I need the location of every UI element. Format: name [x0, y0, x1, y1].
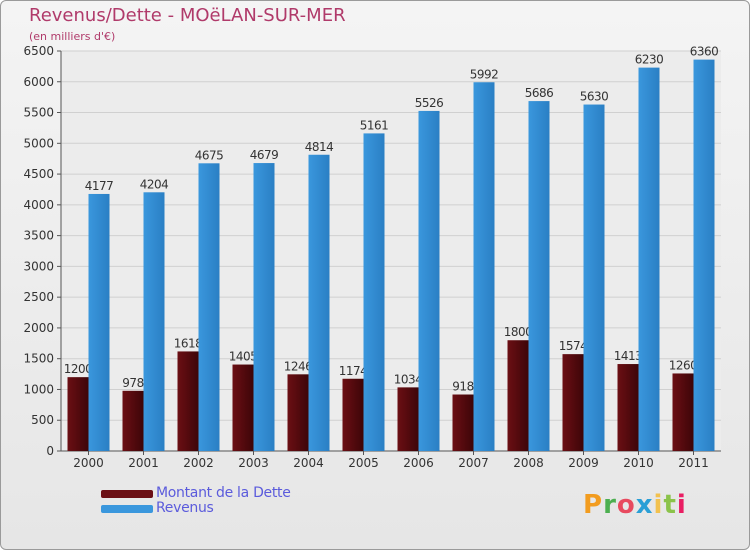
y-tick-label: 6000: [23, 75, 54, 89]
logo-letter: t: [663, 490, 677, 520]
bar-revenus: [418, 110, 440, 451]
legend-label-revenus: Revenus: [156, 500, 214, 516]
bar-revenus: [198, 163, 220, 452]
data-label-revenus: 6360: [690, 45, 719, 59]
data-label-dette: 1800: [504, 325, 533, 339]
data-label-dette: 1034: [394, 372, 423, 386]
x-tick-label: 2006: [403, 456, 434, 470]
chart-title: Revenus/Dette - MOëLAN-SUR-MER: [29, 5, 346, 26]
data-label-dette: 1618: [174, 336, 203, 350]
bar-dette: [67, 377, 89, 451]
data-label-revenus: 4814: [305, 140, 334, 154]
legend-swatch-dette: [101, 490, 153, 498]
logo-letter: o: [616, 490, 636, 520]
y-tick-label: 4000: [23, 198, 54, 212]
y-tick-label: 1500: [23, 352, 54, 366]
x-tick-label: 2007: [458, 456, 489, 470]
data-label-dette: 1200: [64, 362, 93, 376]
bar-dette: [177, 351, 199, 451]
y-tick-label: 4500: [23, 167, 54, 181]
x-tick-label: 2003: [238, 456, 269, 470]
y-tick-label: 500: [31, 413, 54, 427]
logo-letter: i: [676, 490, 687, 520]
data-label-revenus: 5630: [580, 90, 609, 104]
x-tick-label: 2000: [73, 456, 104, 470]
y-tick-label: 5500: [23, 106, 54, 120]
y-tick-label: 3000: [23, 259, 54, 273]
data-label-revenus: 5992: [470, 67, 499, 81]
data-label-dette: 918: [452, 380, 473, 394]
logo-letter: i: [653, 490, 664, 520]
data-label-revenus: 4204: [140, 177, 169, 191]
data-label-revenus: 4675: [195, 148, 224, 162]
legend-swatch-revenus: [101, 505, 153, 513]
x-tick-label: 2009: [568, 456, 599, 470]
bar-dette: [617, 364, 639, 451]
chart-subtitle: (en milliers d'€): [29, 30, 116, 43]
x-tick-label: 2001: [128, 456, 159, 470]
bar-dette: [507, 340, 529, 451]
data-label-dette: 1246: [284, 359, 313, 373]
data-label-revenus: 4177: [85, 179, 114, 193]
data-label-revenus: 5686: [525, 86, 554, 100]
y-tick-label: 0: [46, 444, 54, 458]
bar-dette: [122, 390, 144, 451]
data-label-dette: 978: [122, 376, 143, 390]
data-label-dette: 1413: [614, 349, 643, 363]
bar-revenus: [693, 59, 715, 451]
bar-revenus: [638, 67, 660, 451]
x-tick-label: 2010: [623, 456, 654, 470]
logo-letter: x: [635, 490, 654, 520]
y-tick-label: 5000: [23, 136, 54, 150]
bar-dette: [342, 378, 364, 451]
bar-revenus: [363, 133, 385, 451]
bar-dette: [397, 387, 419, 451]
data-label-revenus: 5526: [415, 96, 444, 110]
bar-revenus: [308, 154, 330, 451]
x-tick-label: 2011: [678, 456, 709, 470]
y-tick-label: 6500: [23, 44, 54, 58]
data-label-dette: 1260: [669, 358, 698, 372]
bar-revenus: [88, 193, 110, 451]
bar-dette: [452, 394, 474, 451]
x-tick-label: 2008: [513, 456, 544, 470]
x-tick-label: 2004: [293, 456, 324, 470]
data-label-revenus: 4679: [250, 148, 279, 162]
bar-revenus: [473, 82, 495, 451]
x-tick-label: 2005: [348, 456, 379, 470]
bar-revenus: [143, 192, 165, 452]
logo-letter: P: [583, 490, 604, 520]
data-label-revenus: 6230: [635, 53, 664, 67]
y-tick-label: 2000: [23, 321, 54, 335]
bar-revenus: [528, 101, 550, 451]
data-label-revenus: 5161: [360, 118, 389, 132]
x-tick-label: 2002: [183, 456, 214, 470]
y-tick-label: 2500: [23, 290, 54, 304]
data-label-dette: 1405: [229, 350, 258, 364]
plot-area: [61, 51, 721, 451]
bar-revenus: [253, 163, 275, 452]
bar-dette: [672, 373, 694, 451]
bar-dette: [287, 374, 309, 451]
legend-label-dette: Montant de la Dette: [156, 485, 291, 501]
bar-revenus: [583, 104, 605, 452]
y-tick-label: 1000: [23, 382, 54, 396]
bar-dette: [562, 354, 584, 451]
data-label-dette: 1174: [339, 364, 368, 378]
y-tick-label: 3500: [23, 229, 54, 243]
bar-dette: [232, 364, 254, 451]
data-label-dette: 1574: [559, 339, 588, 353]
proxiti-logo: Proxiti: [583, 490, 687, 520]
logo-letter: r: [603, 490, 617, 520]
